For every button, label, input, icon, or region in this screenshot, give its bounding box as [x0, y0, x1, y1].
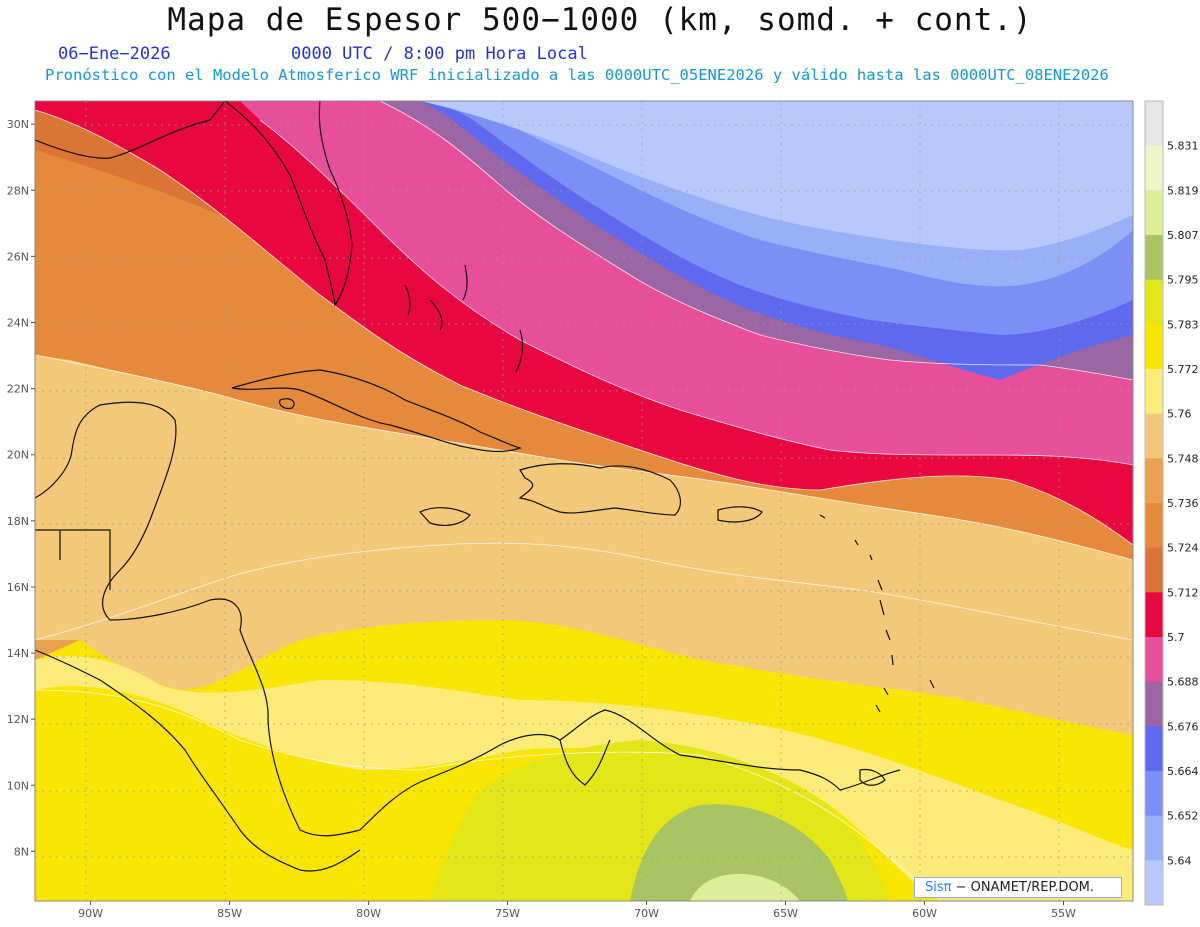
- thickness-field: [35, 101, 1133, 901]
- belize-guatemala: [35, 529, 111, 590]
- lat-label: 28N: [7, 184, 29, 197]
- forecast-date: 06−Ene−2026: [58, 44, 171, 64]
- colorbar-swatch: [1145, 592, 1163, 638]
- colorbar-label: 5.736: [1167, 497, 1199, 510]
- colorbar-swatch: [1145, 860, 1163, 906]
- coastlines: [35, 101, 935, 872]
- colorbar-label: 5.831: [1167, 140, 1199, 153]
- south-america-coast: [359, 709, 901, 831]
- credit-box: Sisπ − ONAMET/REP.DOM.: [914, 877, 1122, 898]
- colorbar-swatch: [1145, 771, 1163, 817]
- lat-label: 30N: [7, 118, 29, 131]
- lon-label: 80W: [356, 907, 381, 920]
- lat-label: 18N: [7, 515, 29, 528]
- colorbar-frame: [1144, 100, 1164, 906]
- lat-label: 22N: [7, 383, 29, 396]
- colorbar-swatch: [1145, 279, 1163, 325]
- map-title: Mapa de Espesor 500−1000 (km, somd. + co…: [167, 2, 1033, 38]
- florida-coast: [224, 101, 353, 307]
- colorbar-swatch: [1145, 413, 1163, 459]
- lat-label: 16N: [7, 581, 29, 594]
- colorbar-label: 5.783: [1167, 318, 1199, 331]
- lat-label: 24N: [7, 316, 29, 329]
- gulf-coast: [35, 101, 226, 159]
- lon-label: 55W: [1051, 907, 1076, 920]
- lon-label: 75W: [495, 907, 520, 920]
- lat-label: 14N: [7, 647, 29, 660]
- colorbar-label: 5.807: [1167, 229, 1199, 242]
- colorbar-swatch: [1145, 815, 1163, 861]
- colorbar-swatch: [1145, 324, 1163, 370]
- graticule: [35, 101, 1133, 901]
- bahamas-2: [429, 299, 443, 331]
- isla-juventud: [279, 398, 295, 410]
- hispaniola: [518, 463, 682, 516]
- colorbar-swatch: [1145, 458, 1163, 504]
- cuba: [231, 369, 522, 453]
- colorbar-swatch: [1145, 101, 1163, 147]
- colorbar-label: 5.652: [1167, 810, 1199, 823]
- colorbar-label: 5.676: [1167, 720, 1199, 733]
- colorbar-swatch: [1145, 235, 1163, 281]
- colorbar-label: 5.795: [1167, 274, 1199, 287]
- bahamas-3: [462, 264, 468, 301]
- longitude-labels: 90W 85W 80W 75W 70W 65W 60W 55W: [78, 901, 1076, 920]
- colorbar-label: 5.76: [1167, 408, 1192, 421]
- forecast-time: 0000 UTC / 8:00 pm Hora Local: [291, 44, 588, 64]
- colorbar: 5.831 5.819 5.807 5.795 5.783 5.772 5.76 5.748 5…: [1144, 100, 1199, 906]
- colorbar-swatch: [1145, 726, 1163, 772]
- maracaibo: [559, 739, 611, 786]
- lat-label: 8N: [14, 845, 29, 858]
- colorbar-label: 5.664: [1167, 765, 1199, 778]
- colorbar-swatch: [1145, 637, 1163, 683]
- colorbar-label: 5.7: [1167, 631, 1185, 644]
- yucatan-mexico: [35, 401, 177, 571]
- colorbar-label: 5.688: [1167, 676, 1199, 689]
- colorbar-label: 5.64: [1167, 854, 1192, 867]
- credit-text: − ONAMET/REP.DOM.: [955, 880, 1095, 895]
- latitude-labels: 30N 28N 26N 24N 22N 20N 18N 16N 14N 12N 10N 8N: [7, 118, 35, 858]
- central-america-west: [35, 649, 361, 872]
- lon-label: 85W: [217, 907, 242, 920]
- band-5.795: [630, 804, 848, 901]
- colorbar-swatch: [1145, 547, 1163, 593]
- colorbar-swatch: [1145, 369, 1163, 415]
- colorbar-swatch: [1145, 503, 1163, 549]
- lat-label: 26N: [7, 250, 29, 263]
- colorbar-label: 5.772: [1167, 363, 1199, 376]
- map-frame: [34, 100, 1134, 902]
- colorbar-label: 5.819: [1167, 184, 1199, 197]
- lon-label: 70W: [634, 907, 659, 920]
- band-5.807: [690, 873, 800, 901]
- lon-label: 65W: [773, 907, 798, 920]
- colorbar-swatch: [1145, 681, 1163, 727]
- trinidad: [859, 768, 886, 786]
- forecast-subtitle: Pronóstico con el Modelo Atmosferico WRF…: [45, 66, 1109, 84]
- central-america-east: [101, 569, 361, 837]
- band-lt-5.64: [330, 101, 1133, 251]
- lat-label: 20N: [7, 449, 29, 462]
- colorbar-label: 5.712: [1167, 586, 1199, 599]
- lon-label: 60W: [912, 907, 937, 920]
- colorbar-label: 5.748: [1167, 452, 1199, 465]
- jamaica: [419, 507, 471, 526]
- lesser-antilles: [819, 514, 935, 713]
- credit-brand: Sisπ: [925, 880, 952, 895]
- bahamas-1: [404, 284, 411, 316]
- colorbar-label: 5.724: [1167, 542, 1199, 555]
- colorbar-swatch: [1145, 145, 1163, 191]
- puerto-rico: [717, 506, 763, 523]
- colorbar-swatch: [1145, 190, 1163, 236]
- bahamas-4: [515, 329, 524, 373]
- contour-lines: [35, 101, 1133, 901]
- lat-label: 12N: [7, 713, 29, 726]
- lon-label: 90W: [78, 907, 103, 920]
- lat-label: 10N: [7, 779, 29, 792]
